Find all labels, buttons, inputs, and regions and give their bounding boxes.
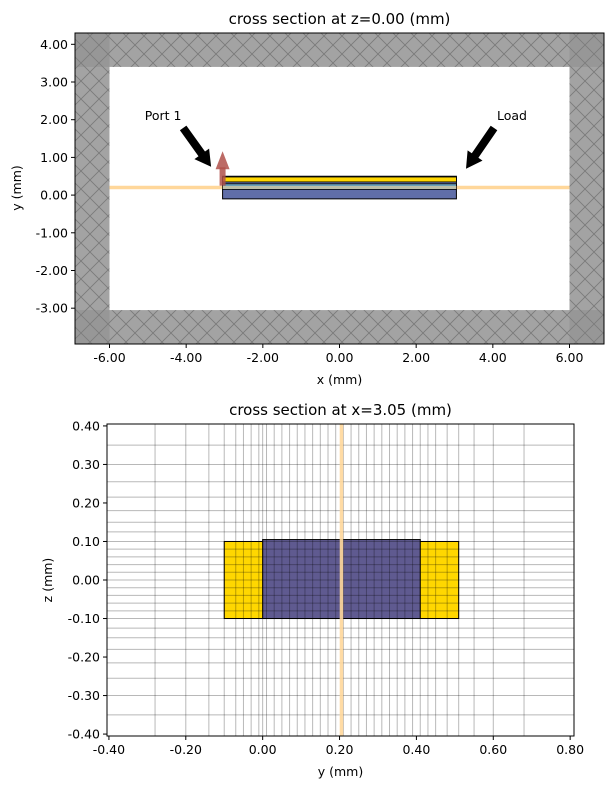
y-tick-label: -0.10 [68, 611, 100, 626]
top-plot-area [75, 33, 604, 344]
y-tick-label: -1.00 [36, 225, 68, 240]
y-tick-label: 0.20 [72, 495, 100, 510]
bottom-y-ticks: 0.40 0.30 0.20 0.10 0.00 -0.10 -0.20 -0.30 -0.40 [68, 418, 107, 742]
y-tick-label: 0.30 [72, 457, 100, 472]
y-tick-label: 4.00 [40, 37, 68, 52]
x-tick-label: -2.00 [247, 350, 279, 365]
x-tick-label: 0.80 [556, 742, 584, 757]
x-tick-label: -6.00 [93, 350, 125, 365]
y-tick-label: -0.40 [68, 727, 100, 742]
y-tick-label: 0.00 [72, 573, 100, 588]
top-x-axis-label: x (mm) [317, 372, 362, 387]
y-tick-label: 0.10 [72, 534, 100, 549]
x-tick-label: 0.60 [479, 742, 507, 757]
x-tick-label: 6.00 [556, 350, 584, 365]
boundary-corner-2 [75, 310, 110, 344]
bottom-title: cross section at x=3.05 (mm) [229, 401, 452, 419]
boundary-corner-3 [569, 310, 604, 344]
y-tick-label: -3.00 [36, 301, 68, 316]
annotation-arrow-0 [179, 125, 212, 167]
bottom-x-axis-label: y (mm) [318, 764, 363, 779]
bottom-panel: cross section at x=3.05 (mm) -0.40 -0.20 0… [40, 401, 584, 779]
x-tick-label: 2.00 [402, 350, 430, 365]
annotation-label-0: Port 1 [145, 108, 182, 123]
x-tick-label: 0.00 [326, 350, 354, 365]
strip-1 [222, 176, 457, 183]
boundary-corner-1 [569, 33, 604, 67]
x-tick-label: 0.00 [249, 742, 277, 757]
bottom-x-ticks: -0.40 -0.20 0.00 0.20 0.40 0.60 0.80 [93, 736, 584, 757]
x-tick-label: 0.40 [402, 742, 430, 757]
x-tick-label: 4.00 [479, 350, 507, 365]
y-tick-label: -2.00 [36, 263, 68, 278]
y-tick-label: -0.30 [68, 688, 100, 703]
y-tick-label: 0.00 [40, 188, 68, 203]
top-x-ticks: -6.00 -4.00 -2.00 0.00 2.00 4.00 6.00 [93, 344, 583, 365]
top-title: cross section at z=0.00 (mm) [229, 10, 451, 28]
y-tick-label: 0.40 [72, 418, 100, 433]
x-tick-label: -4.00 [170, 350, 202, 365]
top-y-axis-label: y (mm) [9, 165, 24, 210]
top-y-ticks: 4.00 3.00 2.00 1.00 0.00 -1.00 -2.00 -3.00 [36, 37, 75, 316]
annotation-label-1: Load [497, 108, 527, 123]
bottom-plot-area [107, 424, 574, 736]
boundary-corner-0 [75, 33, 110, 67]
bottom-y-axis-label: z (mm) [40, 558, 55, 603]
x-tick-label: -0.40 [93, 742, 125, 757]
x-tick-label: -0.20 [170, 742, 202, 757]
top-panel: cross section at z=0.00 (mm) -6.00 -4.00-… [9, 10, 605, 387]
port-arrow-head [215, 151, 230, 170]
y-tick-label: 1.00 [40, 150, 68, 165]
y-tick-label: -0.20 [68, 650, 100, 665]
y-tick-label: 3.00 [40, 75, 68, 90]
annotation-arrow-1 [466, 125, 498, 169]
x-tick-label: 0.20 [326, 742, 354, 757]
port-arrow-shaft [219, 167, 226, 186]
y-tick-label: 2.00 [40, 112, 68, 127]
